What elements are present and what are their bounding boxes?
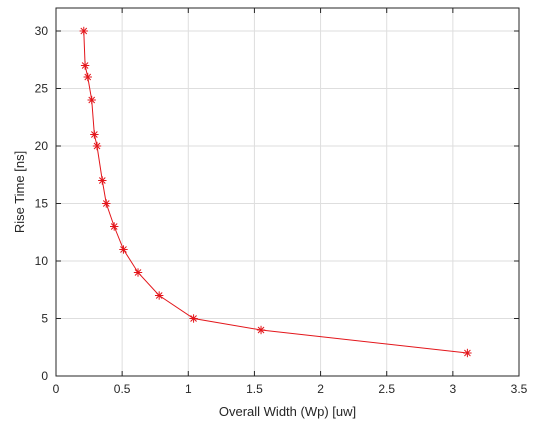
y-tick-label: 5 (41, 312, 48, 326)
data-point-marker (80, 61, 90, 70)
data-point-marker (256, 325, 266, 335)
data-point-marker (90, 130, 99, 139)
y-tick-label: 30 (35, 24, 49, 38)
data-point-marker (92, 141, 102, 151)
y-tick-label: 0 (41, 369, 48, 383)
data-point-marker (79, 26, 88, 36)
data-point-marker (189, 314, 198, 323)
x-tick-label: 0 (53, 382, 60, 396)
x-tick-label: 2 (317, 382, 324, 396)
x-axis-label: Overall Width (Wp) [uw] (219, 404, 356, 419)
y-axis-label: Rise Time [ns] (12, 151, 27, 233)
y-tick-label: 20 (35, 139, 49, 153)
data-point-marker (83, 72, 92, 82)
x-tick-label: 2.5 (378, 382, 395, 396)
data-point-marker (154, 291, 164, 300)
plot-area (56, 8, 519, 376)
data-point-marker (463, 348, 472, 358)
axis-ticks (55, 8, 520, 377)
plot-frame (55, 7, 520, 377)
x-tick-label: 0.5 (114, 382, 131, 396)
y-tick-label: 10 (35, 254, 49, 268)
x-tick-label: 3 (450, 382, 457, 396)
grid-lines (55, 8, 520, 377)
data-point-marker (98, 176, 107, 185)
y-tick-label: 15 (35, 197, 49, 211)
data-point-marker (110, 222, 119, 231)
series-markers (79, 26, 472, 358)
data-point-marker (133, 268, 143, 277)
data-point-marker (119, 245, 128, 254)
data-point-marker (87, 95, 96, 105)
data-point-marker (102, 199, 111, 208)
y-tick-label: 25 (35, 82, 49, 96)
x-tick-label: 3.5 (511, 382, 528, 396)
x-tick-label: 1 (185, 382, 192, 396)
x-tick-label: 1.5 (246, 382, 263, 396)
tick-labels: 0 0.5 1 1.5 2 2.5 3 3.5 0 5 10 15 20 25 30 (35, 24, 528, 396)
